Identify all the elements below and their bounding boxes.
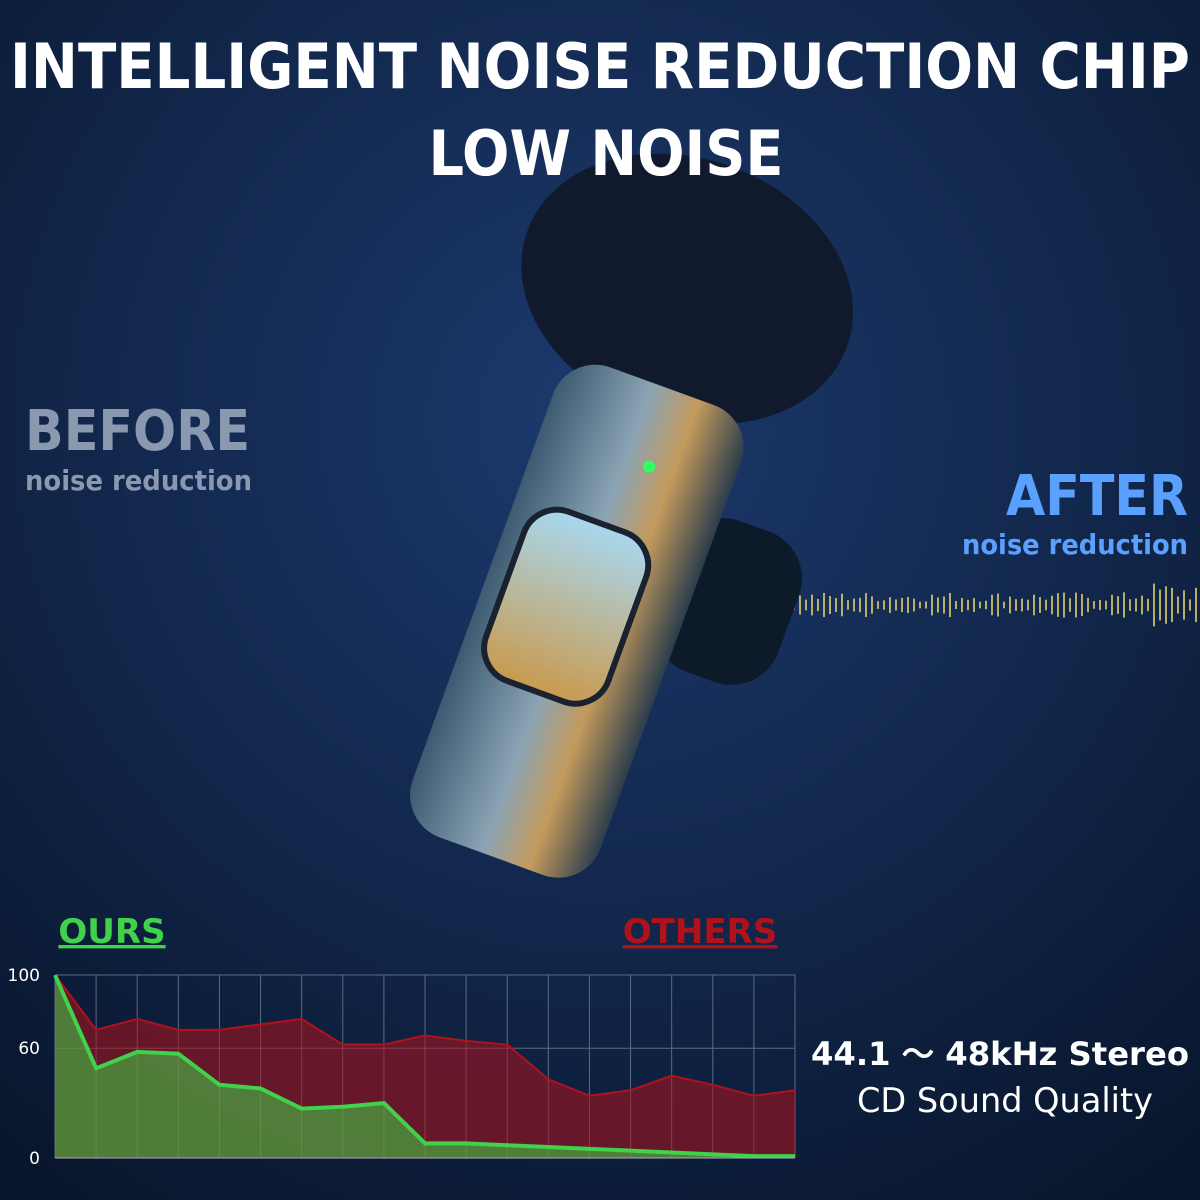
area <box>55 975 795 1158</box>
led <box>643 460 656 473</box>
chart: 0 60 100 OTHERS OURS <box>8 912 796 1169</box>
spec-line-1: 44.1 ～ 48kHz Stereo <box>811 1035 1189 1073</box>
after-title: AFTER <box>1006 464 1188 529</box>
microphone <box>410 153 853 878</box>
line <box>54 974 796 1097</box>
legend-label: OURS <box>58 912 165 952</box>
y-tick-label: 60 <box>18 1039 40 1059</box>
foam <box>521 153 853 425</box>
legend-label: OTHERS <box>623 912 777 952</box>
subtitle: LOW NOISE <box>429 117 784 190</box>
y-tick-label: 0 <box>29 1149 40 1169</box>
before-caption: noise reduction <box>25 464 252 497</box>
y-tick-label: 100 <box>8 966 40 986</box>
before-title: BEFORE <box>25 399 250 464</box>
spec-line-2: CD Sound Quality <box>857 1081 1153 1121</box>
line <box>53 974 795 1159</box>
mic-button <box>481 506 652 707</box>
title: INTELLIGENT NOISE REDUCTION CHIP <box>10 30 1190 103</box>
after-caption: noise reduction <box>962 528 1188 561</box>
